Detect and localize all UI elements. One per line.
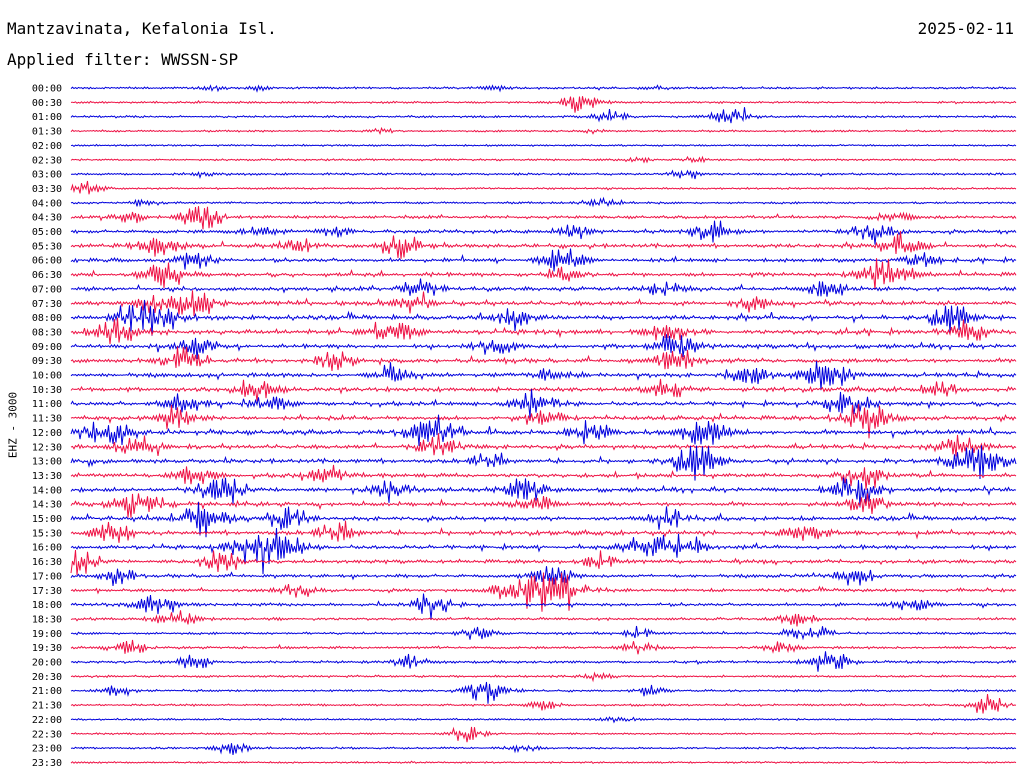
trace-1830 bbox=[70, 610, 1017, 627]
time-tick-label: 07:30 bbox=[32, 299, 62, 310]
time-tick-label: 20:30 bbox=[32, 672, 62, 683]
trace-1630 bbox=[70, 549, 1017, 576]
trace-1500 bbox=[70, 501, 1017, 538]
trace-0700 bbox=[70, 278, 1017, 297]
trace-0630 bbox=[70, 258, 1017, 290]
time-tick-label: 22:00 bbox=[32, 715, 62, 726]
time-tick-label: 06:30 bbox=[32, 270, 62, 281]
time-tick-label: 19:00 bbox=[32, 629, 62, 640]
trace-1600 bbox=[70, 527, 1017, 575]
time-tick-label: 15:00 bbox=[32, 514, 62, 525]
time-tick-label: 17:30 bbox=[32, 586, 62, 597]
trace-1000 bbox=[70, 361, 1017, 391]
trace-0400 bbox=[70, 196, 1017, 208]
trace-0830 bbox=[70, 317, 1017, 345]
time-tick-label: 13:00 bbox=[32, 457, 62, 468]
time-tick-label: 20:00 bbox=[32, 658, 62, 669]
trace-2300 bbox=[70, 742, 1017, 755]
time-tick-label: 18:30 bbox=[32, 614, 62, 625]
time-tick-label: 18:00 bbox=[32, 600, 62, 611]
time-tick-label: 23:00 bbox=[32, 744, 62, 755]
time-tick-label: 09:30 bbox=[32, 356, 62, 367]
trace-0530 bbox=[70, 231, 1017, 259]
time-tick-label: 11:30 bbox=[32, 414, 62, 425]
time-tick-label: 16:00 bbox=[32, 543, 62, 554]
trace-0930 bbox=[70, 346, 1017, 372]
time-tick-label: 09:00 bbox=[32, 342, 62, 353]
time-tick-label: 02:00 bbox=[32, 141, 62, 152]
trace-2330 bbox=[70, 760, 1017, 765]
trace-1900 bbox=[70, 625, 1017, 641]
trace-1200 bbox=[70, 414, 1017, 447]
time-tick-label: 12:30 bbox=[32, 442, 62, 453]
trace-0230 bbox=[70, 155, 1017, 164]
trace-0000 bbox=[70, 84, 1017, 93]
time-tick-label: 01:30 bbox=[32, 127, 62, 138]
trace-0900 bbox=[70, 334, 1017, 359]
trace-1730 bbox=[70, 572, 1017, 612]
trace-1330 bbox=[70, 464, 1017, 490]
time-tick-label: 08:00 bbox=[32, 313, 62, 324]
trace-1300 bbox=[70, 445, 1017, 481]
time-tick-label: 05:00 bbox=[32, 227, 62, 238]
trace-0030 bbox=[70, 96, 1017, 113]
time-tick-label: 21:00 bbox=[32, 686, 62, 697]
trace-0300 bbox=[70, 169, 1017, 180]
station-title: Mantzavinata, Kefalonia Isl. bbox=[7, 19, 277, 38]
time-tick-label: 07:00 bbox=[32, 284, 62, 295]
time-tick-label: 02:30 bbox=[32, 155, 62, 166]
trace-2230 bbox=[70, 726, 1017, 743]
time-tick-label: 03:00 bbox=[32, 170, 62, 181]
trace-1100 bbox=[70, 389, 1017, 418]
time-tick-label: 04:00 bbox=[32, 198, 62, 209]
time-tick-label: 14:00 bbox=[32, 485, 62, 496]
trace-1030 bbox=[70, 378, 1017, 402]
trace-2130 bbox=[70, 694, 1017, 714]
time-tick-label: 03:30 bbox=[32, 184, 62, 195]
date-label: 2025-02-11 bbox=[917, 19, 1014, 38]
time-tick-label: 10:00 bbox=[32, 371, 62, 382]
trace-1800 bbox=[70, 593, 1017, 620]
filter-label: Applied filter: WWSSN-SP bbox=[7, 50, 239, 69]
time-tick-label: 17:00 bbox=[32, 571, 62, 582]
trace-1930 bbox=[70, 639, 1017, 655]
time-tick-label: 16:30 bbox=[32, 557, 62, 568]
trace-1400 bbox=[70, 477, 1017, 508]
trace-0600 bbox=[70, 248, 1017, 272]
trace-2000 bbox=[70, 651, 1017, 672]
trace-2100 bbox=[70, 681, 1017, 704]
time-tick-label: 22:30 bbox=[32, 729, 62, 740]
trace-1430 bbox=[70, 493, 1017, 518]
time-tick-label: 12:00 bbox=[32, 428, 62, 439]
trace-0730 bbox=[70, 290, 1017, 317]
time-tick-label: 05:30 bbox=[32, 241, 62, 252]
trace-1230 bbox=[70, 433, 1017, 457]
time-tick-label: 15:30 bbox=[32, 528, 62, 539]
time-tick-label: 01:00 bbox=[32, 112, 62, 123]
trace-0330 bbox=[70, 180, 1017, 195]
time-tick-label: 19:30 bbox=[32, 643, 62, 654]
time-tick-label: 00:00 bbox=[32, 84, 62, 95]
trace-0100 bbox=[70, 107, 1017, 124]
time-tick-label: 10:30 bbox=[32, 385, 62, 396]
trace-0200 bbox=[70, 143, 1017, 148]
trace-2030 bbox=[70, 671, 1017, 683]
trace-0430 bbox=[70, 206, 1017, 230]
time-tick-label: 04:30 bbox=[32, 213, 62, 224]
time-tick-label: 13:30 bbox=[32, 471, 62, 482]
time-tick-label: 06:00 bbox=[32, 256, 62, 267]
trace-2200 bbox=[70, 716, 1017, 724]
trace-0130 bbox=[70, 126, 1017, 135]
trace-1530 bbox=[70, 520, 1017, 543]
time-tick-label: 08:30 bbox=[32, 327, 62, 338]
trace-1130 bbox=[70, 403, 1017, 439]
time-tick-label: 11:00 bbox=[32, 399, 62, 410]
time-tick-label: 23:30 bbox=[32, 758, 62, 769]
trace-0500 bbox=[70, 220, 1017, 245]
time-tick-label: 00:30 bbox=[32, 98, 62, 109]
time-tick-label: 14:30 bbox=[32, 500, 62, 511]
trace-0800 bbox=[70, 299, 1017, 336]
time-tick-label: 21:30 bbox=[32, 701, 62, 712]
